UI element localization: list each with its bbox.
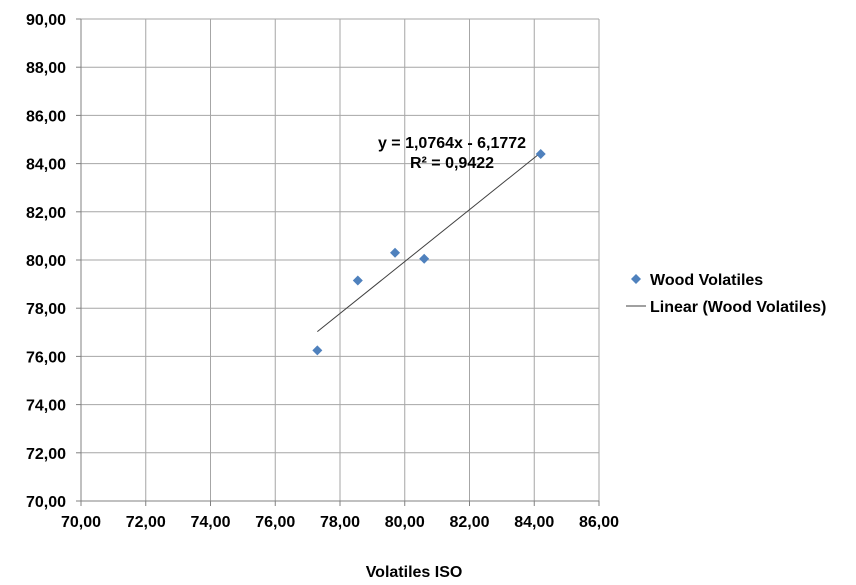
trendline-equation: y = 1,0764x - 6,1772 [378,135,526,152]
x-tick-label: 74,00 [190,514,230,531]
data-points [312,148,546,356]
y-tick-label: 86,00 [26,108,66,125]
x-tick-label: 86,00 [579,514,619,531]
x-tick-label: 80,00 [385,514,425,531]
y-tick-label: 76,00 [26,349,66,366]
y-tick-label: 78,00 [26,301,66,318]
x-tick-label: 70,00 [61,514,101,531]
y-tick-label: 80,00 [26,253,66,270]
x-tick-label: 76,00 [255,514,295,531]
data-point [390,247,401,258]
x-tick-label: 72,00 [126,514,166,531]
y-tick-label: 84,00 [26,157,66,174]
y-tick-label: 74,00 [26,398,66,415]
x-tick-label: 84,00 [514,514,554,531]
trendline [317,152,542,333]
tick-labels: 70,00 72,00 74,00 76,00 78,00 80,00 82,00 84,00… [26,12,619,531]
data-point [535,148,546,159]
data-point [352,275,363,286]
y-tick-label: 70,00 [26,494,66,511]
trendline-r-squared: R² = 0,9422 [410,155,494,172]
data-point [312,345,323,356]
gridlines [80,18,600,502]
axes [76,18,600,506]
x-tick-label: 82,00 [449,514,489,531]
data-point [419,253,430,264]
legend: Wood Volatiles Linear (Wood Volatiles) [626,272,826,316]
y-tick-label: 88,00 [26,60,66,77]
trendline-group [317,152,542,333]
legend-marker-diamond [631,274,641,284]
x-axis-title: Volatiles ISO [366,564,463,581]
y-tick-label: 72,00 [26,446,66,463]
y-tick-label: 82,00 [26,205,66,222]
y-tick-label: 90,00 [26,12,66,29]
legend-label-wood-volatiles: Wood Volatiles [650,272,763,289]
x-tick-label: 78,00 [320,514,360,531]
legend-label-linear-trend: Linear (Wood Volatiles) [650,299,826,316]
